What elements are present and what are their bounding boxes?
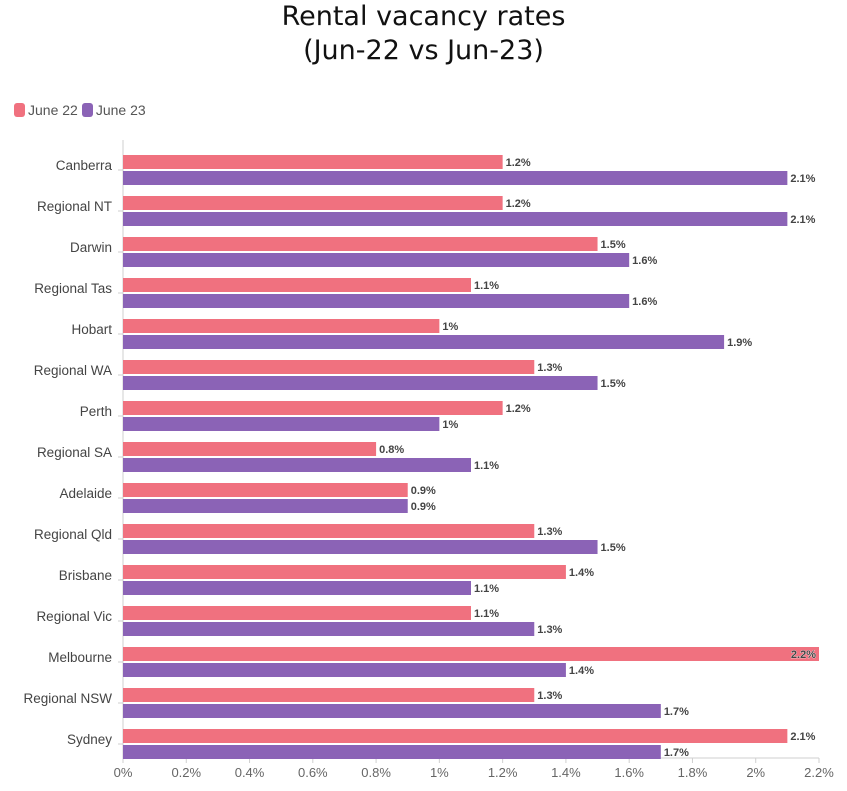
bar-june-22 — [123, 647, 819, 661]
chart-title: Rental vacancy rates (Jun-22 vs Jun-23) — [0, 0, 847, 68]
data-label: 2.2% — [791, 649, 816, 661]
data-label: 1.1% — [474, 583, 499, 595]
bar-june-22 — [123, 565, 566, 579]
category-label: Regional WA — [34, 363, 112, 378]
data-label: 1.2% — [506, 198, 531, 210]
bar-june-22 — [123, 155, 503, 169]
data-label: 1% — [442, 419, 458, 431]
data-label: 2.1% — [790, 214, 815, 226]
data-label: 1.4% — [569, 665, 594, 677]
legend-label-june-22: June 22 — [28, 102, 78, 118]
bar-june-23 — [123, 335, 725, 349]
data-label: 1.4% — [569, 567, 594, 579]
data-label: 0.9% — [411, 485, 436, 497]
data-label: 2.1% — [790, 173, 815, 185]
category-label: Melbourne — [48, 650, 112, 665]
bar-june-23 — [123, 417, 440, 431]
data-label: 1.1% — [474, 460, 499, 472]
data-label: 1% — [442, 321, 458, 333]
bar-june-22 — [123, 237, 598, 251]
data-label: 0.8% — [379, 444, 404, 456]
bar-june-23 — [123, 622, 535, 636]
bar-june-22 — [123, 729, 788, 743]
bar-june-23 — [123, 294, 630, 308]
data-label: 1.1% — [474, 280, 499, 292]
category-label: Regional Tas — [34, 281, 112, 296]
x-tick-label: 1.6% — [614, 765, 644, 780]
data-label: 1.9% — [727, 337, 752, 349]
x-tick-label: 1.4% — [551, 765, 581, 780]
data-label: 2.1% — [790, 731, 815, 743]
category-label: Regional Qld — [34, 527, 112, 542]
category-label: Canberra — [56, 158, 113, 173]
category-label: Hobart — [71, 322, 112, 337]
data-label: 1.3% — [537, 526, 562, 538]
bar-june-22 — [123, 483, 408, 497]
x-tick-label: 1% — [430, 765, 449, 780]
data-label: 1.3% — [537, 362, 562, 374]
bar-june-22 — [123, 196, 503, 210]
data-label: 1.5% — [601, 239, 626, 251]
x-tick-label: 2.2% — [804, 765, 834, 780]
category-label: Regional NSW — [23, 691, 112, 706]
bar-june-22 — [123, 688, 535, 702]
bar-june-22 — [123, 319, 440, 333]
data-label: 1.5% — [601, 542, 626, 554]
category-label: Regional NT — [37, 199, 112, 214]
data-label: 1.6% — [632, 296, 657, 308]
bar-june-23 — [123, 212, 788, 226]
bar-june-22 — [123, 442, 377, 456]
bar-june-23 — [123, 458, 471, 472]
bar-june-23 — [123, 171, 788, 185]
bar-june-22 — [123, 524, 535, 538]
chart-title-line-1: Rental vacancy rates — [281, 1, 566, 32]
legend-swatch-june-22 — [14, 103, 25, 117]
data-label: 1.7% — [664, 706, 689, 718]
chart-title-line-2: (Jun-22 vs Jun-23) — [303, 35, 544, 66]
data-label: 1.6% — [632, 255, 657, 267]
x-tick-label: 1.8% — [678, 765, 708, 780]
bar-june-23 — [123, 745, 661, 759]
x-tick-label: 1.2% — [488, 765, 518, 780]
data-label: 1.3% — [537, 624, 562, 636]
bar-june-22 — [123, 360, 535, 374]
legend: June 22 June 23 — [14, 102, 150, 118]
x-tick-label: 0.8% — [361, 765, 391, 780]
category-label: Perth — [80, 404, 112, 419]
legend-swatch-june-23 — [81, 103, 93, 117]
bar-june-23 — [123, 704, 661, 718]
bar-june-23 — [123, 253, 630, 267]
bar-june-22 — [123, 278, 471, 292]
category-label: Regional SA — [37, 445, 112, 460]
x-tick-label: 0.4% — [235, 765, 265, 780]
category-label: Regional Vic — [36, 609, 112, 624]
data-label: 0.9% — [411, 501, 436, 513]
data-label: 1.2% — [506, 403, 531, 415]
x-tick-label: 2% — [746, 765, 765, 780]
bar-june-23 — [123, 663, 566, 677]
category-label: Adelaide — [59, 486, 112, 501]
data-label: 1.1% — [474, 608, 499, 620]
x-tick-label: 0.2% — [171, 765, 201, 780]
category-label: Darwin — [70, 240, 112, 255]
x-tick-label: 0% — [114, 765, 133, 780]
bar-june-23 — [123, 499, 408, 513]
category-label: Sydney — [67, 732, 112, 747]
data-label: 1.7% — [664, 747, 689, 759]
x-tick-label: 0.6% — [298, 765, 328, 780]
bar-june-22 — [123, 401, 503, 415]
bar-june-23 — [123, 376, 598, 390]
data-label: 1.5% — [601, 378, 626, 390]
bar-june-22 — [123, 606, 471, 620]
data-label: 1.2% — [506, 157, 531, 169]
bar-june-23 — [123, 581, 471, 595]
legend-item-june-22: June 22 — [14, 102, 78, 118]
data-label: 1.3% — [537, 690, 562, 702]
legend-item-june-23: June 23 — [81, 102, 146, 118]
category-label: Brisbane — [59, 568, 112, 583]
legend-label-june-23: June 23 — [95, 102, 146, 118]
bar-june-23 — [123, 540, 598, 554]
